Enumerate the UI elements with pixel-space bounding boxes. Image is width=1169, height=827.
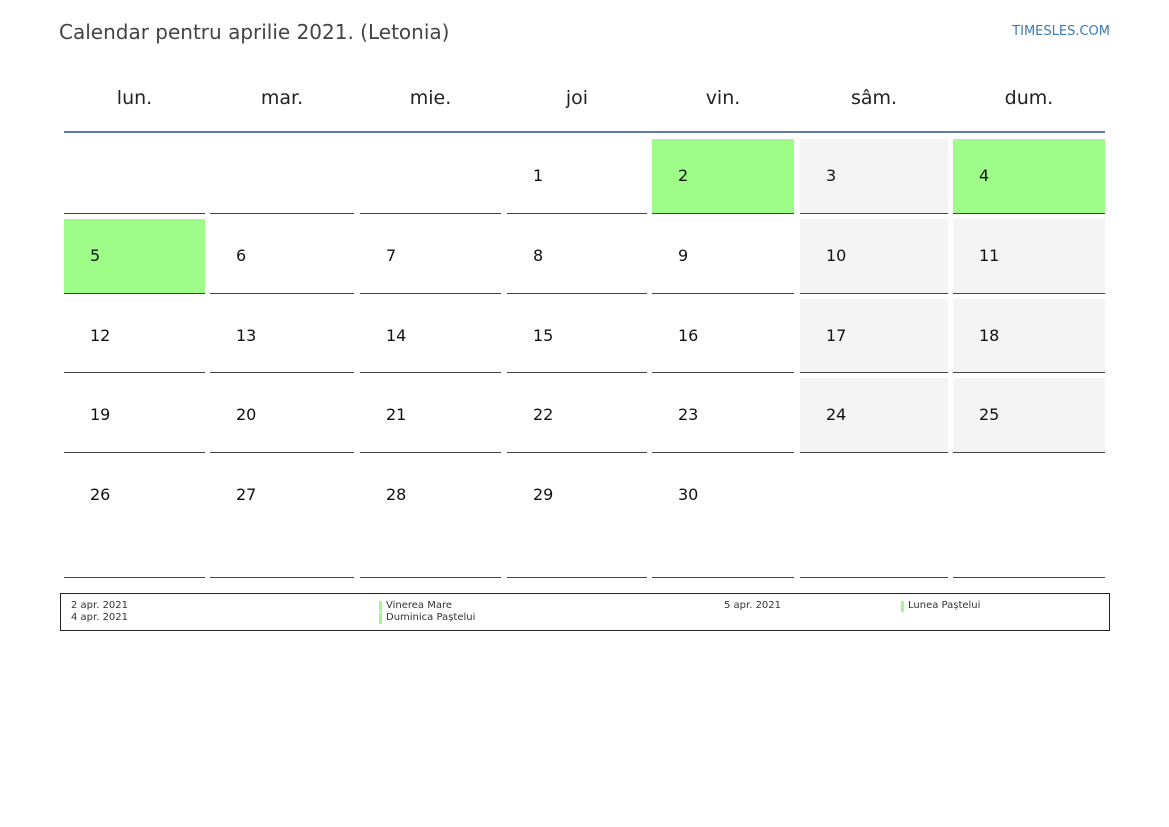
holiday-name: Lunea Paștelui	[908, 600, 981, 611]
day-cell	[800, 299, 948, 373]
day-cell	[652, 458, 794, 578]
day-number: 2	[678, 166, 689, 185]
day-cell	[210, 139, 354, 214]
header-line	[64, 131, 1105, 133]
day-cell	[64, 299, 205, 373]
day-cell	[210, 458, 354, 578]
day-cell	[210, 378, 354, 453]
weekday: joi	[565, 87, 589, 109]
day-cell	[64, 219, 205, 294]
weekday: vin.	[705, 87, 741, 109]
day-number: 10	[826, 246, 847, 265]
day-cell	[64, 139, 205, 214]
day-cell	[800, 378, 948, 453]
day-number: 25	[979, 405, 1000, 424]
day-number: 27	[236, 485, 257, 504]
day-number: 26	[90, 485, 111, 504]
day-cell	[64, 458, 205, 578]
day-number: 9	[678, 246, 689, 265]
holiday-marker	[379, 613, 382, 624]
weekday: sâm.	[850, 87, 898, 109]
day-number: 13	[236, 326, 257, 345]
day-cell	[652, 139, 794, 214]
day-cell	[360, 139, 501, 214]
day-cell	[800, 139, 948, 214]
day-number: 3	[826, 166, 837, 185]
day-cell	[800, 458, 948, 578]
day-cell	[507, 378, 647, 453]
holiday-date: 2 apr. 2021	[71, 600, 129, 611]
holiday-name: Vinerea Mare	[386, 600, 453, 611]
day-number: 30	[678, 485, 699, 504]
day-cell	[210, 219, 354, 294]
day-number: 29	[533, 485, 554, 504]
day-number: 19	[90, 405, 111, 424]
holiday-marker	[379, 601, 382, 612]
day-number: 7	[386, 246, 397, 265]
day-number: 5	[90, 246, 101, 265]
holiday-date: 5 apr. 2021	[724, 600, 782, 611]
day-number: 21	[386, 405, 407, 424]
holiday-name: Duminica Paștelui	[386, 612, 476, 623]
weekday: mar.	[260, 87, 304, 109]
day-number: 18	[979, 326, 1000, 345]
day-number: 16	[678, 326, 699, 345]
day-number: 28	[386, 485, 407, 504]
day-cell	[953, 458, 1105, 578]
day-cell	[64, 378, 205, 453]
day-cell	[800, 219, 948, 294]
day-cell	[360, 219, 501, 294]
day-number: 20	[236, 405, 257, 424]
day-number: 17	[826, 326, 847, 345]
day-cell	[360, 458, 501, 578]
day-cell	[507, 219, 647, 294]
day-number: 12	[90, 326, 111, 345]
day-number: 4	[979, 166, 990, 185]
holiday-date: 4 apr. 2021	[71, 612, 129, 623]
day-cell	[652, 299, 794, 373]
weekday: lun.	[116, 87, 153, 109]
day-cell	[360, 299, 501, 373]
day-cell	[507, 458, 647, 578]
day-number: 15	[533, 326, 554, 345]
weekday: mie.	[409, 87, 452, 109]
day-number: 24	[826, 405, 847, 424]
holiday-marker	[901, 601, 904, 612]
day-number: 14	[386, 326, 407, 345]
day-number: 11	[979, 246, 1000, 265]
day-number: 23	[678, 405, 699, 424]
day-cell	[652, 378, 794, 453]
day-cell	[652, 219, 794, 294]
day-cell	[507, 139, 647, 214]
day-cell	[210, 299, 354, 373]
day-cell	[953, 139, 1105, 214]
day-number: 8	[533, 246, 544, 265]
legend-box	[60, 593, 1110, 631]
day-cell	[507, 299, 647, 373]
weekday: dum.	[1004, 87, 1054, 109]
day-cell	[953, 219, 1105, 294]
day-cell	[953, 378, 1105, 453]
day-number: 22	[533, 405, 554, 424]
day-number: 1	[533, 166, 544, 185]
day-cell	[360, 378, 501, 453]
day-cell	[953, 299, 1105, 373]
day-number: 6	[236, 246, 247, 265]
title: Calendar pentru aprilie 2021. (Letonia)	[59, 20, 450, 44]
site-link[interactable]: TIMESLES.COM	[1012, 24, 1110, 39]
